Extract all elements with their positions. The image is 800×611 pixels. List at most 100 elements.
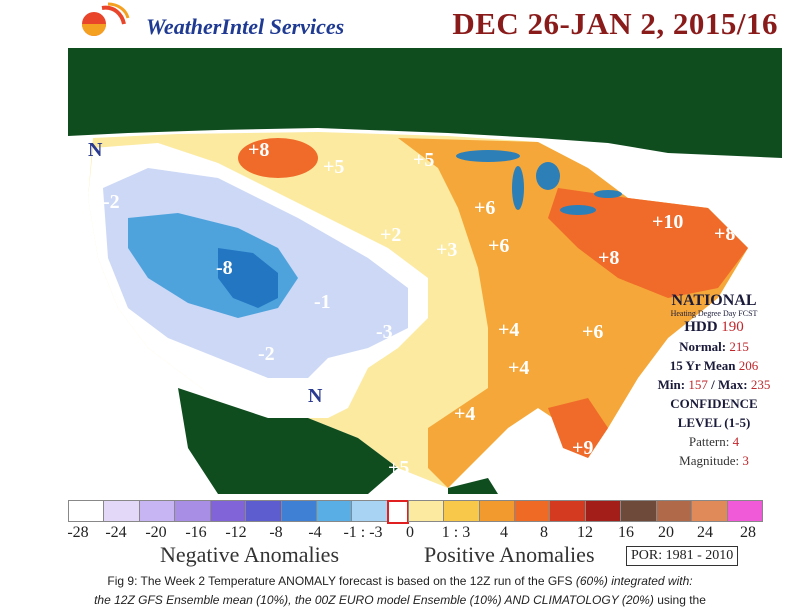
anomaly-label: +10 (652, 211, 683, 233)
scale-tick-label: 1 : 3 (441, 524, 471, 541)
anomaly-label: +8 (714, 223, 735, 245)
anomaly-label: +6 (488, 235, 509, 257)
scale-tick-label: 16 (618, 524, 634, 541)
national-label: NATIONAL (671, 292, 757, 309)
lake-huron (536, 162, 560, 190)
header: WeatherIntel Services DEC 26-JAN 2, 2015… (0, 0, 800, 48)
scale-tick-label: -8 (269, 524, 283, 541)
scale-swatch (726, 500, 764, 522)
hdd-row: HDD 190 (648, 318, 780, 337)
scale-tick-label: 28 (740, 524, 756, 541)
anomaly-label: -8 (216, 257, 233, 279)
mean-label: 15 Yr Mean (669, 358, 736, 373)
anomaly-label: +5 (323, 156, 344, 178)
national-hdd-panel: NATIONAL Heating Degree Day FCST HDD 190… (648, 292, 780, 470)
normal-label: Normal: (679, 339, 727, 354)
weatherintel-logo-icon (82, 2, 130, 36)
negative-anomalies-label: Negative Anomalies (160, 542, 340, 567)
negative-8-region (218, 248, 278, 308)
scale-tick-label: -28 (67, 524, 89, 541)
mexico-east-region (448, 478, 498, 494)
caption-line-1-italic: (60%) integrated with: (575, 574, 693, 588)
scale-swatch (351, 500, 388, 522)
hdd-label: HDD (684, 319, 718, 335)
anomaly-label: +4 (498, 319, 519, 341)
scale-swatch (103, 500, 140, 522)
hdd-forecast-subtitle: Heating Degree Day FCST (670, 309, 758, 318)
scale-tick-label: -12 (225, 524, 247, 541)
positive-8-northeast (548, 188, 748, 298)
anomaly-label: +8 (718, 177, 739, 199)
anomaly-label: +6 (474, 197, 495, 219)
caption-line-2-text: using the (653, 593, 706, 607)
min-max-row: Min: 157 / Max: 235 (648, 375, 780, 394)
scale-swatch (443, 500, 480, 522)
scale-tick-label: -16 (185, 524, 207, 541)
scale-swatch (280, 500, 317, 522)
anomaly-label: +3 (436, 239, 457, 261)
scale-swatch (315, 500, 353, 522)
positive-8-florida (548, 398, 608, 458)
anomaly-label: -2 (103, 191, 120, 213)
min-label: Min: (657, 377, 686, 392)
max-label: / Max: (711, 377, 748, 392)
scale-swatch (620, 500, 657, 522)
scale-tick-label: 0 (406, 524, 414, 541)
min-value: 157 (688, 377, 708, 392)
scale-swatch (549, 500, 586, 522)
caption-line-1-text: Fig 9: The Week 2 Temperature ANOMALY fo… (107, 574, 576, 588)
magnitude-label: Magnitude: (679, 453, 740, 468)
mean-value: 206 (738, 358, 759, 373)
period-of-record-badge: POR: 1981 - 2010 (626, 546, 739, 566)
lake-michigan (512, 166, 524, 210)
scale-tick-label: 8 (540, 524, 548, 541)
anomaly-label: +8 (598, 247, 619, 269)
mexico-region (178, 388, 398, 494)
scale-swatch (386, 500, 409, 524)
scale-swatch (174, 500, 211, 522)
magnitude-value: 3 (742, 453, 749, 468)
anomaly-label: +9 (572, 437, 593, 459)
pattern-label: Pattern: (688, 434, 730, 449)
anomaly-label: +2 (380, 224, 401, 246)
hdd-value: 190 (721, 319, 744, 335)
anomaly-label: +4 (454, 403, 475, 425)
scale-tick-label: -20 (145, 524, 167, 541)
scale-tick-label: 24 (697, 524, 713, 541)
scale-tick-label: 20 (658, 524, 674, 541)
caption-line-2: the 12Z GFS Ensemble mean (10%), the 00Z… (0, 591, 800, 610)
confidence-title: CONFIDENCE (670, 396, 758, 411)
scale-swatch (691, 500, 728, 522)
confidence-level: LEVEL (1-5) (677, 415, 751, 430)
n-mark-south: N (308, 385, 323, 407)
mean-row: 15 Yr Mean 206 (648, 356, 780, 375)
brand-name: WeatherIntel Services (146, 14, 345, 39)
scale-tick-label: 4 (500, 524, 508, 541)
lake-erie (560, 205, 596, 215)
scale-swatch (478, 500, 516, 522)
scale-swatch (68, 500, 105, 522)
normal-row: Normal: 215 (648, 337, 780, 356)
magnitude-row: Magnitude: 3 (648, 451, 780, 470)
anomaly-color-scale (68, 500, 764, 524)
anomaly-label: -3 (376, 321, 393, 343)
scale-swatch (209, 500, 247, 522)
anomaly-label: +5 (388, 457, 409, 479)
scale-tick-labels: -28 -24 -20 -16 -12 -8 -4 -1 : -3 0 1 : 3 4 8 12 16 20… (58, 524, 778, 544)
anomaly-label: -2 (258, 343, 275, 365)
forecast-period-title: DEC 26-JAN 2, 2015/16 (452, 6, 778, 41)
anomaly-label: +4 (508, 357, 529, 379)
caption-line-2-italic: the 12Z GFS Ensemble mean (10%), the 00Z… (94, 593, 654, 607)
caption-line-1: Fig 9: The Week 2 Temperature ANOMALY fo… (0, 572, 800, 591)
normal-value: 215 (729, 339, 749, 354)
canada-region (68, 48, 782, 158)
scale-swatch (407, 500, 445, 522)
scale-swatch (138, 500, 176, 522)
scale-swatch (584, 500, 622, 522)
anomaly-label: +5 (413, 149, 434, 171)
anomaly-label: +6 (582, 321, 603, 343)
n-mark-west: N (88, 139, 103, 161)
scale-tick-label: -4 (308, 524, 322, 541)
anomaly-label: +8 (248, 139, 269, 161)
temperature-anomaly-map: N N +8 +5 +5 -2 +6 +8 +10 +8 -8 +2 +3 +6… (68, 48, 782, 494)
